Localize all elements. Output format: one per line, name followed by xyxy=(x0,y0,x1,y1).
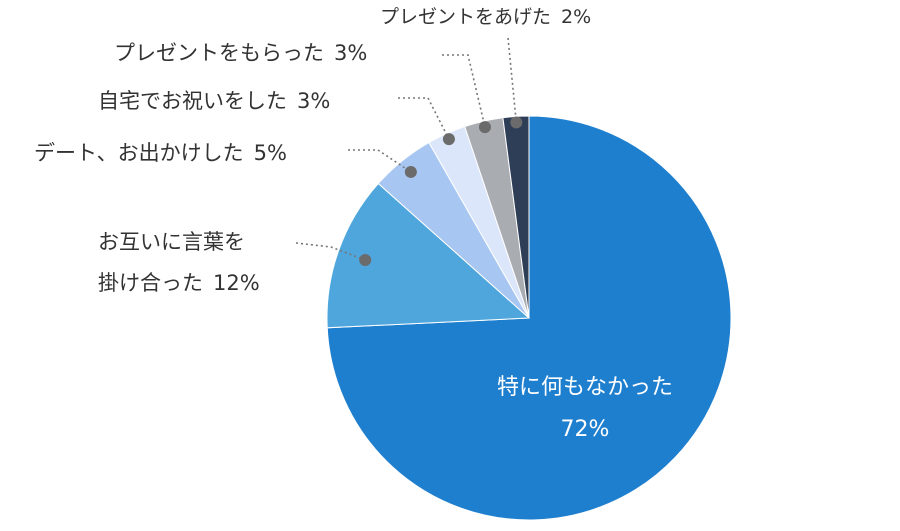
leader-dot xyxy=(359,254,372,267)
slice-value-label: 3% xyxy=(334,41,367,65)
slice-value-label: 3% xyxy=(297,89,330,113)
slice-value-label: 72% xyxy=(561,417,610,442)
slice-label: プレゼントをもらった 3% xyxy=(114,41,367,65)
slice-label: 掛け合った 12% xyxy=(98,271,260,295)
leader-dot xyxy=(478,121,491,134)
slice-label: 自宅でお祝いをした 3% xyxy=(98,89,330,113)
leader-dot xyxy=(442,133,455,146)
slice-value-label: 12% xyxy=(213,271,260,295)
leader-line xyxy=(348,149,412,173)
leader-dot xyxy=(404,165,417,178)
pie-slice xyxy=(502,115,530,319)
slice-label: プレゼントをあげた 2% xyxy=(380,6,591,28)
leader-line xyxy=(442,54,486,128)
leader-line xyxy=(295,242,366,261)
leader-line xyxy=(507,37,518,123)
slice-label: 特に何もなかった xyxy=(497,375,673,400)
leader-line xyxy=(398,97,450,140)
slice-value-label: 5% xyxy=(254,141,287,165)
slice-value-label: 2% xyxy=(561,6,591,28)
slices-layer xyxy=(326,115,732,521)
leader-dot xyxy=(510,116,523,129)
pie-slice xyxy=(326,182,531,329)
leader-lines-layer xyxy=(295,37,523,267)
slice-label: デート、お出かけした 5% xyxy=(34,141,287,165)
slice-label: お互いに言葉を xyxy=(98,230,245,254)
